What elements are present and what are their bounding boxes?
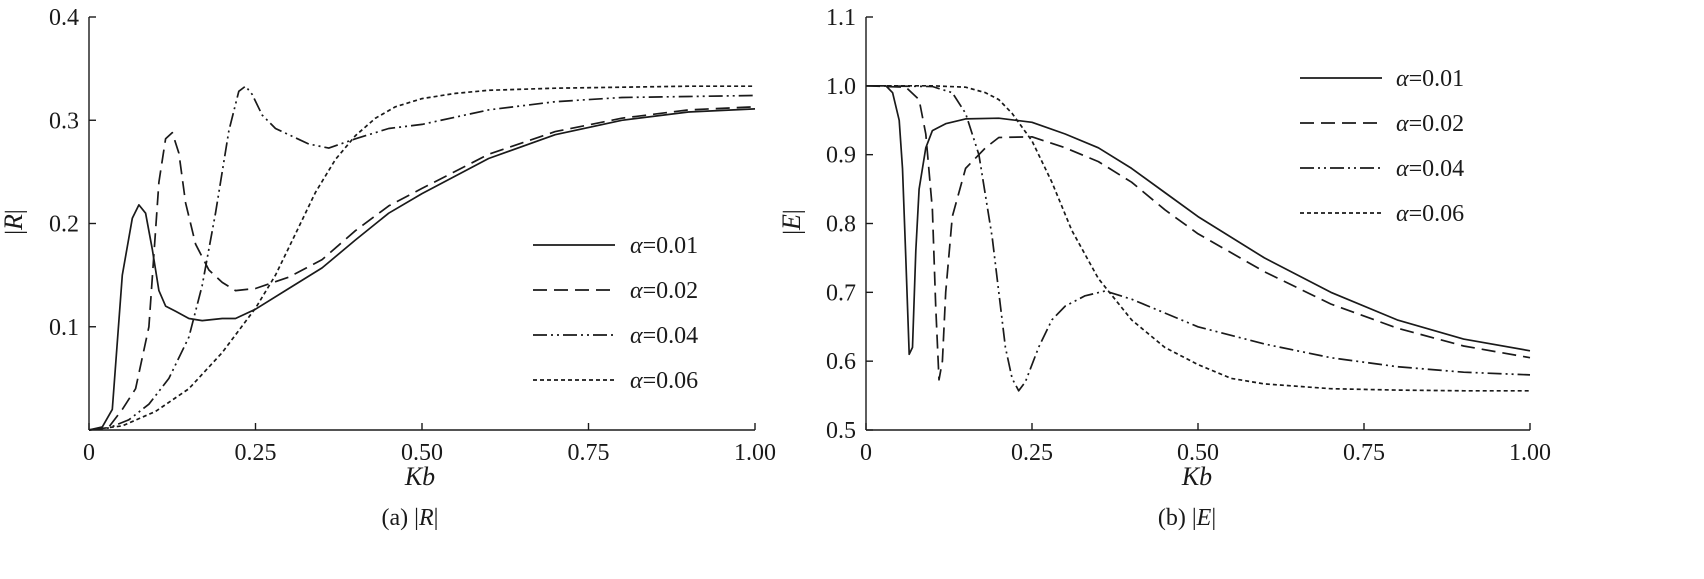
series-line-dashdotdot bbox=[865, 84, 1531, 392]
legend-label: α=0.04 bbox=[630, 323, 698, 349]
series-line-dotted bbox=[88, 85, 755, 431]
y-tick-label: 0.5 bbox=[826, 418, 856, 444]
y-axis-title: |R| bbox=[0, 209, 28, 235]
x-tick-label: 0.75 bbox=[1343, 440, 1385, 466]
x-tick-label: 0 bbox=[83, 440, 95, 466]
y-tick-label: 0.4 bbox=[49, 5, 79, 31]
series-line-dashdotdot bbox=[88, 85, 756, 431]
panel-caption: (b) |E| bbox=[1158, 505, 1216, 531]
legend-label: α=0.04 bbox=[1396, 156, 1464, 182]
legend-label: α=0.02 bbox=[1396, 111, 1464, 137]
series-line-solid bbox=[866, 84, 1531, 356]
x-tick-label: 1.00 bbox=[734, 440, 776, 466]
y-tick-label: 0.7 bbox=[826, 280, 856, 306]
x-tick-label: 1.00 bbox=[1509, 440, 1551, 466]
legend-label: α=0.01 bbox=[1396, 66, 1464, 92]
y-axis-title: |E| bbox=[777, 209, 806, 235]
y-tick-label: 0.9 bbox=[826, 143, 856, 169]
x-tick-label: 0.50 bbox=[1177, 440, 1219, 466]
x-axis-title: Kb bbox=[404, 462, 435, 491]
y-tick-label: 0.2 bbox=[49, 212, 79, 238]
panel-caption: (a) |R| bbox=[382, 505, 439, 531]
x-tick-label: 0.25 bbox=[1011, 440, 1053, 466]
y-tick-label: 0.8 bbox=[826, 212, 856, 238]
x-tick-label: 0 bbox=[860, 440, 872, 466]
x-tick-label: 0.25 bbox=[235, 440, 277, 466]
x-tick-label: 0.75 bbox=[568, 440, 610, 466]
legend-label: α=0.01 bbox=[630, 233, 698, 259]
y-tick-label: 0.3 bbox=[49, 108, 79, 134]
y-tick-label: 0.6 bbox=[826, 349, 856, 375]
series-line-dotted bbox=[866, 84, 1530, 392]
chart-panel-b: 0 0.25 0.50 0.75 1.00 0.5 0.6 0.7 0.8 0.9 1.0 1.1 Kb… bbox=[777, 5, 1551, 531]
series-line-solid bbox=[88, 108, 756, 431]
x-axis-title: Kb bbox=[1181, 462, 1212, 491]
legend-label: α=0.06 bbox=[1396, 201, 1464, 227]
x-tick-label: 0.50 bbox=[401, 440, 443, 466]
series-line-dashed bbox=[88, 105, 756, 431]
legend-label: α=0.02 bbox=[630, 278, 698, 304]
y-tick-label: 1.1 bbox=[826, 5, 856, 31]
chart-panel-a: 0 0.25 0.50 0.75 1.00 0.1 0.2 0.3 0.4 Kb |R| (a) |R… bbox=[0, 5, 776, 531]
series-line-dashed bbox=[865, 84, 1531, 381]
y-tick-label: 0.1 bbox=[49, 315, 79, 341]
legend-label: α=0.06 bbox=[630, 368, 698, 394]
y-tick-label: 1.0 bbox=[826, 74, 856, 100]
